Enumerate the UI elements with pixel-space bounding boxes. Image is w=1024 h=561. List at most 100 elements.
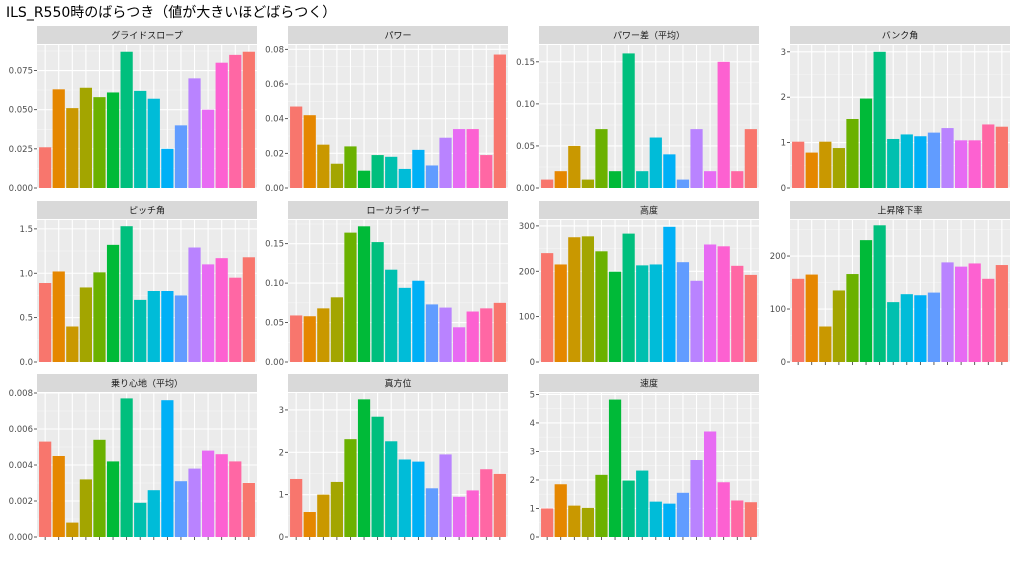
bar [744,274,757,362]
bar [120,226,133,362]
facet-strip [539,374,759,392]
bar [147,98,160,188]
y-tick-label: 3 [279,406,284,416]
bar [52,271,65,362]
bar [731,171,744,188]
y-tick-label: 0 [530,533,535,543]
bar [453,327,466,362]
bar [704,171,717,188]
facet-panel: 真方位 0 1 2 3 [279,374,508,543]
bar [792,278,805,362]
bar [93,272,106,362]
bar [493,473,506,537]
bar [941,262,954,362]
facet-title: ローカライザー [366,206,429,217]
bar [554,171,567,188]
bar [79,87,92,188]
bar [622,480,635,537]
y-tick-label: 0.000 [9,184,33,194]
y-tick-label: 0.004 [9,461,33,471]
bar [927,292,941,362]
bar [649,501,662,537]
bar [690,460,703,537]
bar [554,484,567,537]
y-tick-label: 0 [781,184,786,194]
bar [568,145,581,188]
bar [202,450,215,537]
bar [371,155,384,188]
bar [398,459,411,537]
facet-title: 高度 [640,205,658,217]
bar [344,146,357,188]
bar [595,251,608,362]
bar [955,140,968,188]
bar [480,308,493,362]
bar [39,283,52,362]
bar [581,179,594,188]
y-tick-label: 0.15 [516,58,535,68]
bar [859,98,873,188]
bar [663,226,676,362]
bar [439,137,452,188]
bar [371,416,384,537]
bar [873,225,886,362]
bar [649,264,662,362]
bar [717,482,730,537]
bar [93,439,106,537]
bar [608,171,622,188]
y-tick-label: 0.025 [9,145,33,155]
bar [412,149,425,188]
y-tick-label: 0.002 [9,497,33,507]
bar [317,144,330,188]
bar [106,461,120,537]
bar [79,479,92,537]
y-tick-label: 0.00 [265,358,284,368]
bar [480,155,493,188]
y-tick-label: 0.5 [19,314,33,324]
bar [995,265,1008,362]
y-tick-label: 2 [530,476,535,486]
bar [466,129,479,188]
bar [303,512,316,537]
bar [995,126,1008,188]
facet-panel: ピッチ角 0.0 0.5 1.0 1.5 [19,201,257,368]
bar [622,53,635,188]
facet-title: 真方位 [384,378,411,390]
bar [161,400,174,537]
y-tick-label: 5 [530,390,535,400]
facet-strip [37,374,257,392]
y-tick-label: 1 [279,491,284,501]
facet-panel: グライドスロープ 0.000 0.025 0.050 0.075 [9,26,257,194]
bar [147,490,160,537]
y-tick-label: 4 [530,419,535,429]
bar [66,522,79,537]
y-tick-label: 0 [530,358,535,368]
bar [622,233,635,362]
facet-strip [288,26,508,44]
bar [147,291,160,362]
facet-title: 上昇降下率 [877,205,922,217]
y-tick-label: 3 [530,447,535,457]
bar [290,315,303,362]
bar [927,132,941,188]
bar [439,454,452,537]
y-tick-label: 0.0 [19,358,33,368]
y-tick-label: 0.000 [9,533,33,543]
bar [106,244,120,362]
bar [439,307,452,362]
y-tick-label: 0.00 [516,184,535,194]
y-tick-label: 100 [770,305,786,315]
bar [52,456,65,537]
y-tick-label: 2 [279,448,284,458]
bar [229,461,242,537]
bar [466,490,479,537]
bar [608,271,622,362]
y-tick-label: 1 [781,139,786,149]
bar [357,170,371,188]
bar [887,302,900,362]
y-tick-label: 0.10 [265,279,284,289]
bar [846,274,859,362]
y-tick-label: 200 [770,252,786,262]
bar [819,326,832,362]
